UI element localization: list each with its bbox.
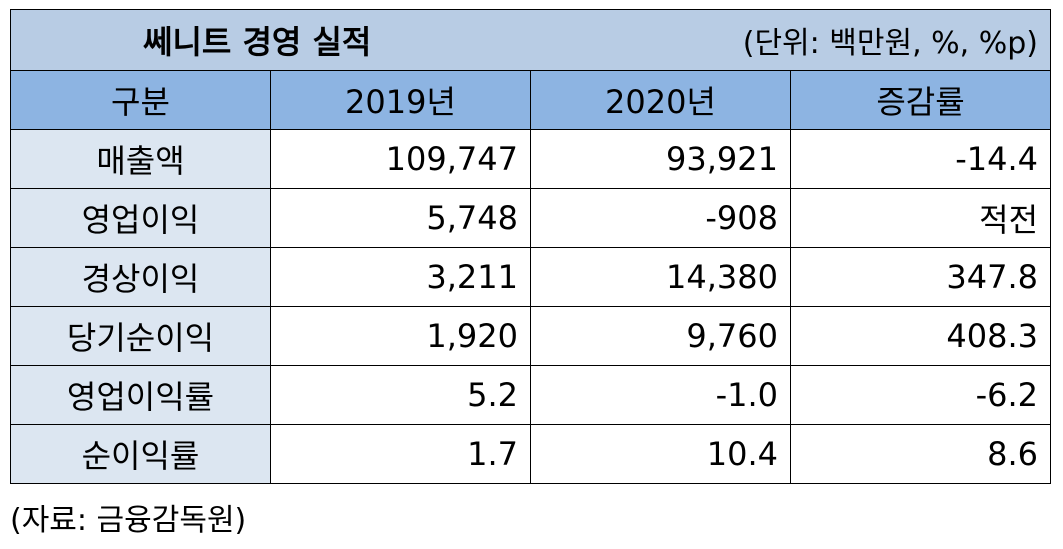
value-2020: -1.0 bbox=[530, 365, 791, 425]
value-2019: 3,211 bbox=[270, 247, 531, 307]
value-2019: 1,920 bbox=[270, 306, 531, 366]
source-note: (자료: 금융감독원) bbox=[10, 503, 247, 538]
header-change: 증감률 bbox=[789, 70, 1052, 130]
table-row: 당기순이익 1,920 9,760 408.3 bbox=[10, 306, 1052, 366]
performance-table: 쎄니트 경영 실적 (단위: 백만원, %, %p) 구분 2019년 2020… bbox=[9, 9, 1052, 484]
value-change: 347.8 bbox=[789, 247, 1052, 307]
header-category: 구분 bbox=[10, 70, 271, 130]
performance-table-container: 쎄니트 경영 실적 (단위: 백만원, %, %p) 구분 2019년 2020… bbox=[9, 9, 1052, 484]
row-label: 매출액 bbox=[10, 129, 271, 189]
value-change: 적전 bbox=[789, 188, 1052, 248]
value-2020: -908 bbox=[530, 188, 791, 248]
value-2019: 1.7 bbox=[270, 424, 531, 484]
row-label: 당기순이익 bbox=[10, 306, 271, 366]
header-2019: 2019년 bbox=[270, 70, 531, 130]
value-2019: 5.2 bbox=[270, 365, 531, 425]
title-cell: 쎄니트 경영 실적 (단위: 백만원, %, %p) bbox=[9, 9, 1052, 71]
header-2020: 2020년 bbox=[530, 70, 791, 130]
table-row: 매출액 109,747 93,921 -14.4 bbox=[10, 129, 1052, 189]
value-2019: 5,748 bbox=[270, 188, 531, 248]
row-label: 영업이익 bbox=[10, 188, 271, 248]
value-2020: 14,380 bbox=[530, 247, 791, 307]
row-label: 경상이익 bbox=[10, 247, 271, 307]
value-2020: 93,921 bbox=[530, 129, 791, 189]
value-2020: 10.4 bbox=[530, 424, 791, 484]
row-label: 영업이익률 bbox=[10, 365, 271, 425]
value-change: -14.4 bbox=[789, 129, 1052, 189]
header-row: 구분 2019년 2020년 증감률 bbox=[10, 70, 1052, 130]
title-row: 쎄니트 경영 실적 (단위: 백만원, %, %p) bbox=[9, 9, 1052, 71]
table-title: 쎄니트 경영 실적 bbox=[143, 23, 372, 61]
value-change: 8.6 bbox=[789, 424, 1052, 484]
table-row: 영업이익 5,748 -908 적전 bbox=[10, 188, 1052, 248]
table-row: 경상이익 3,211 14,380 347.8 bbox=[10, 247, 1052, 307]
row-label: 순이익률 bbox=[10, 424, 271, 484]
table-row: 순이익률 1.7 10.4 8.6 bbox=[10, 424, 1052, 484]
value-2019: 109,747 bbox=[270, 129, 531, 189]
value-change: 408.3 bbox=[789, 306, 1052, 366]
value-change: -6.2 bbox=[789, 365, 1052, 425]
unit-label: (단위: 백만원, %, %p) bbox=[742, 26, 1039, 61]
table-row: 영업이익률 5.2 -1.0 -6.2 bbox=[10, 365, 1052, 425]
value-2020: 9,760 bbox=[530, 306, 791, 366]
